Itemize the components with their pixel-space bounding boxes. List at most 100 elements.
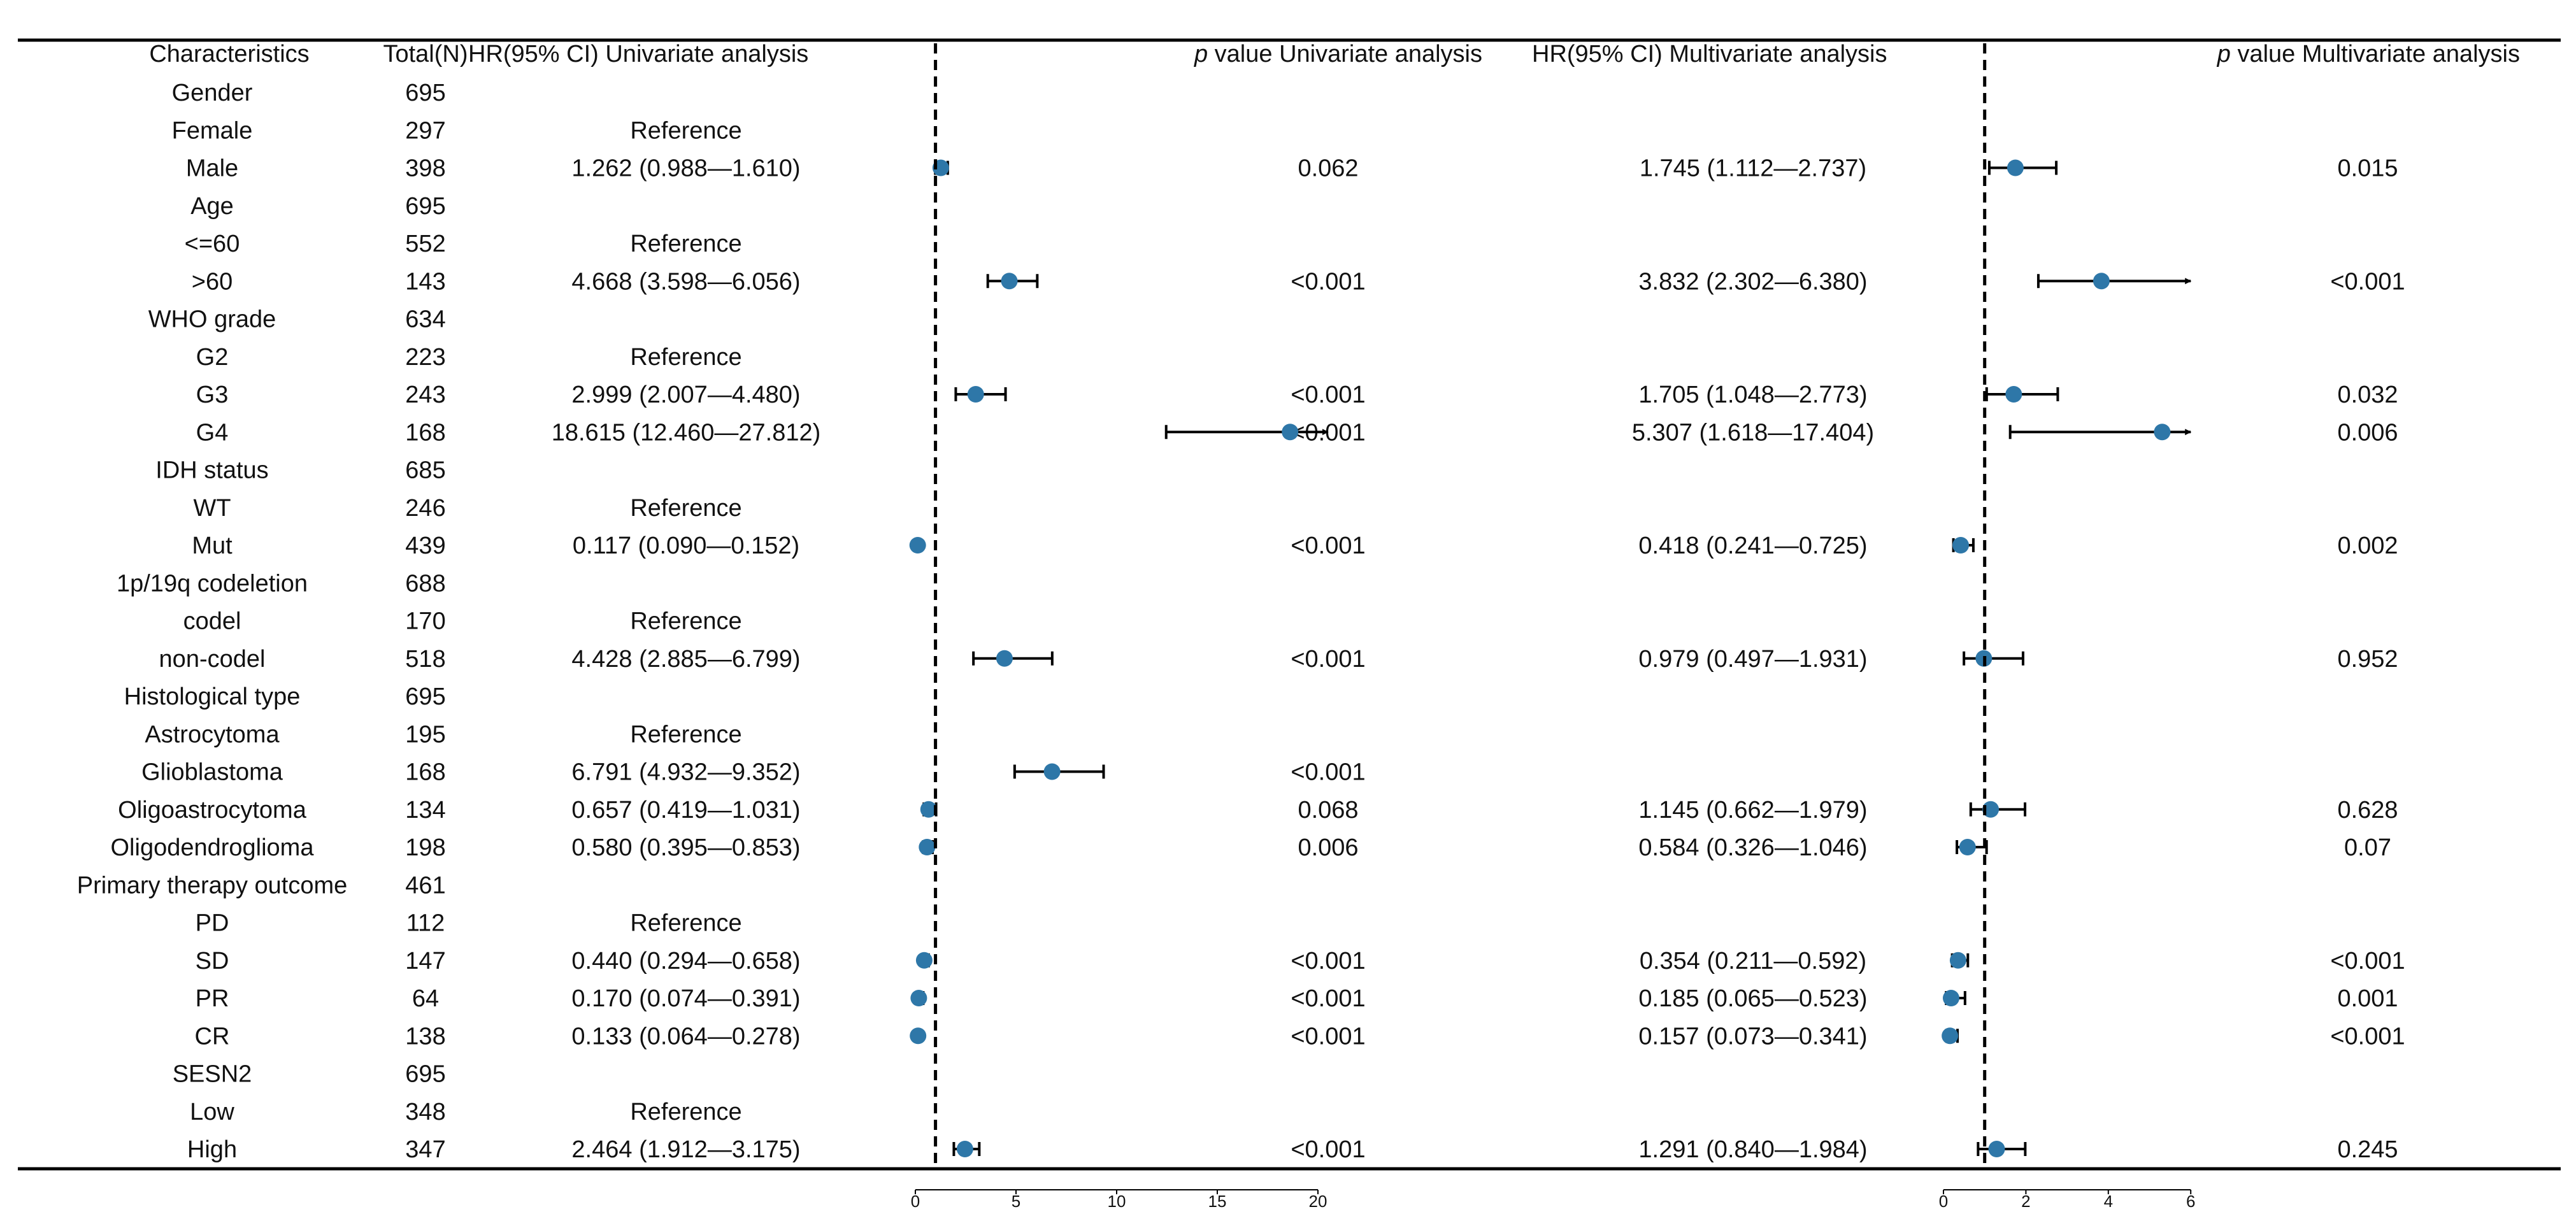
multi-tick-label: 0	[1939, 1192, 1948, 1211]
multi-hr-point	[2154, 424, 2171, 441]
row-hr-univariate: 0.580 (0.395—0.853)	[571, 834, 800, 861]
row-total: 243	[405, 382, 445, 408]
multi-hr-point	[1942, 990, 1959, 1006]
table-row: Age 695	[190, 193, 446, 220]
row-hr-univariate: Reference	[630, 721, 741, 748]
row-p-multivariate: 0.07	[2344, 834, 2391, 861]
row-p-univariate: <0.001	[1291, 646, 1365, 673]
uni-tick-label: 20	[1309, 1192, 1327, 1211]
table-row: codel 170 Reference	[183, 608, 742, 635]
row-label: Astrocytoma	[145, 721, 280, 748]
row-hr-multivariate: 0.979 (0.497—1.931)	[1638, 646, 1867, 673]
row-label: Histological type	[124, 683, 301, 710]
row-label: Glioblastoma	[141, 759, 283, 786]
uni-hr-point	[910, 1027, 927, 1045]
multi-hr-point	[2093, 273, 2110, 290]
row-total: 195	[405, 721, 445, 748]
row-total: 168	[405, 759, 445, 786]
table-row: SESN2 695	[173, 1061, 446, 1088]
header-p-multivariate-rest: value Multivariate analysis	[2231, 41, 2520, 68]
row-hr-univariate: Reference	[630, 910, 741, 937]
row-hr-multivariate: 1.745 (1.112—2.737)	[1640, 155, 1866, 182]
row-label: WHO grade	[148, 306, 276, 333]
row-label: PR	[196, 985, 229, 1012]
row-total: 138	[405, 1023, 445, 1050]
table-row: G4 168 18.615 (12.460—27.812) <0.001 5.307 (…	[196, 419, 2398, 446]
table-row: 1p/19q codeletion 688	[117, 570, 446, 597]
row-p-univariate: <0.001	[1291, 1023, 1365, 1050]
row-label: codel	[183, 608, 241, 635]
row-total: 461	[405, 872, 445, 899]
row-p-univariate: <0.001	[1291, 759, 1365, 786]
table-row: Oligoastrocytoma 134 0.657 (0.419—1.031) 0.…	[118, 797, 2398, 824]
table-row: <=60 552 Reference	[185, 231, 742, 257]
uni-hr-point	[920, 801, 937, 818]
row-total: 134	[405, 797, 445, 824]
row-p-multivariate: 0.628	[2337, 797, 2398, 824]
row-hr-multivariate: 1.705 (1.048—2.773)	[1638, 382, 1867, 408]
row-label: Mut	[192, 532, 233, 559]
row-hr-univariate: 2.999 (2.007—4.480)	[571, 382, 800, 408]
table-row: PR 64 0.170 (0.074—0.391) <0.001 0.185 (0.06…	[196, 985, 2398, 1012]
table-row: Oligodendroglioma 198 0.580 (0.395—0.853) 0…	[111, 834, 2391, 861]
row-total: 695	[405, 80, 445, 106]
multi-hr-point	[1942, 1027, 1959, 1045]
row-label: >60	[192, 268, 233, 295]
row-hr-univariate: 0.170 (0.074—0.391)	[571, 985, 800, 1012]
table-row: >60 143 4.668 (3.598—6.056) <0.001 3.832 (2.…	[192, 268, 2405, 295]
row-label: 1p/19q codeletion	[117, 570, 308, 597]
multi-hr-point	[1959, 839, 1976, 855]
row-hr-univariate: Reference	[630, 608, 741, 635]
row-label: PD	[196, 910, 229, 937]
row-hr-univariate: Reference	[630, 231, 741, 257]
row-label: Gender	[172, 80, 253, 106]
row-label: G2	[196, 344, 229, 371]
row-total: 685	[405, 457, 445, 484]
table-row: Gender 695	[172, 80, 446, 106]
row-label: Female	[172, 117, 253, 144]
header-p-univariate-rest: value Univariate analysis	[1208, 41, 1482, 68]
row-hr-univariate: Reference	[630, 1099, 741, 1125]
table-row: CR 138 0.133 (0.064—0.278) <0.001 0.157 (0.0…	[195, 1023, 2405, 1050]
uni-hr-point	[919, 839, 936, 855]
row-total: 147	[405, 948, 445, 975]
row-total: 198	[405, 834, 445, 861]
row-hr-multivariate: 0.418 (0.241—0.725)	[1638, 532, 1867, 559]
header-hr-multivariate: HR(95% CI) Multivariate analysis	[1532, 41, 1887, 68]
row-hr-univariate: 4.668 (3.598—6.056)	[571, 268, 800, 295]
table-row: Primary therapy outcome 461	[77, 872, 446, 899]
header-p-multivariate: p value Multivariate analysis	[2217, 41, 2520, 68]
row-hr-multivariate: 5.307 (1.618—17.404)	[1632, 419, 1874, 446]
table-row: G2 223 Reference	[196, 344, 742, 371]
row-hr-univariate: 0.440 (0.294—0.658)	[571, 948, 800, 975]
row-label: SD	[196, 948, 229, 975]
multi-hr-point	[1982, 801, 2000, 818]
row-hr-multivariate: 0.354 (0.211—0.592)	[1640, 948, 1866, 975]
table-row: PD 112 Reference	[196, 910, 742, 937]
row-hr-multivariate: 0.185 (0.065—0.523)	[1638, 985, 1867, 1012]
row-label: High	[187, 1136, 237, 1163]
univariate-panel: 0 5 10 15 20	[911, 43, 1327, 1211]
row-label: Low	[190, 1099, 234, 1125]
multi-hr-point	[2005, 386, 2022, 403]
forest-rows: Gender 695 Female 297 Reference Male 398 1.262 …	[77, 80, 2405, 1163]
row-total: 688	[405, 570, 445, 597]
row-label: Primary therapy outcome	[77, 872, 348, 899]
row-label: Male	[186, 155, 238, 182]
table-row: WHO grade 634	[148, 306, 446, 333]
multi-hr-point	[1952, 537, 1970, 553]
row-p-multivariate: 0.001	[2337, 985, 2398, 1012]
table-row: WT 246 Reference	[193, 495, 741, 522]
row-total: 64	[412, 985, 439, 1012]
uni-tick-label: 0	[911, 1192, 920, 1211]
uni-tick-label: 10	[1108, 1192, 1126, 1211]
row-p-multivariate: 0.245	[2337, 1136, 2398, 1163]
row-total: 297	[405, 117, 445, 144]
header-p-univariate: p value Univariate analysis	[1194, 41, 1482, 68]
row-p-multivariate: 0.032	[2337, 382, 2398, 408]
row-hr-multivariate: 0.584 (0.326—1.046)	[1638, 834, 1867, 861]
row-label: G4	[196, 419, 229, 446]
row-total: 223	[405, 344, 445, 371]
